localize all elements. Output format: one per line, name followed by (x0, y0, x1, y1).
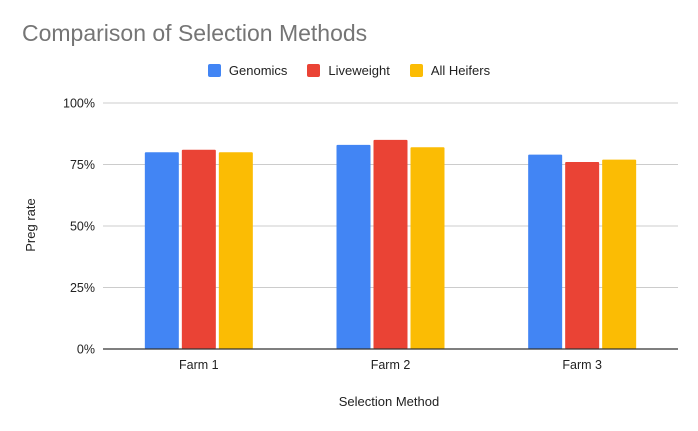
x-axis-title: Selection Method (339, 394, 439, 409)
bar-all-heifers (410, 147, 445, 349)
bar-liveweight (565, 162, 600, 349)
y-tick-label: 50% (70, 220, 95, 234)
y-axis-title: Preg rate (23, 198, 38, 251)
legend-label-all-heifers: All Heifers (430, 63, 491, 78)
bar-genomics (528, 154, 563, 349)
chart-title: Comparison of Selection Methods (22, 20, 368, 46)
y-tick-label: 25% (70, 281, 95, 295)
bar-all-heifers (218, 152, 253, 349)
x-tick-label: Farm 1 (179, 358, 219, 372)
legend: Genomics Liveweight All Heifers (0, 63, 698, 78)
y-tick-label: 100% (63, 97, 95, 111)
legend-label-genomics: Genomics (228, 63, 288, 78)
legend-item-genomics[interactable]: Genomics (207, 63, 288, 78)
bar-liveweight (181, 149, 216, 349)
legend-swatch-all-heifers (409, 64, 423, 77)
y-tick-label: 0% (77, 343, 95, 357)
legend-label-liveweight: Liveweight (328, 63, 390, 78)
y-tick-label: 75% (70, 158, 95, 172)
legend-swatch-genomics (207, 64, 221, 77)
bar-all-heifers (602, 159, 637, 349)
legend-item-all-heifers[interactable]: All Heifers (409, 63, 491, 78)
legend-item-liveweight[interactable]: Liveweight (307, 63, 390, 78)
bar-genomics (144, 152, 179, 349)
x-tick-label: Farm 3 (562, 358, 602, 372)
legend-swatch-liveweight (307, 64, 321, 77)
x-tick-label: Farm 2 (371, 358, 411, 372)
bar-liveweight (373, 139, 408, 349)
bar-genomics (336, 144, 371, 349)
